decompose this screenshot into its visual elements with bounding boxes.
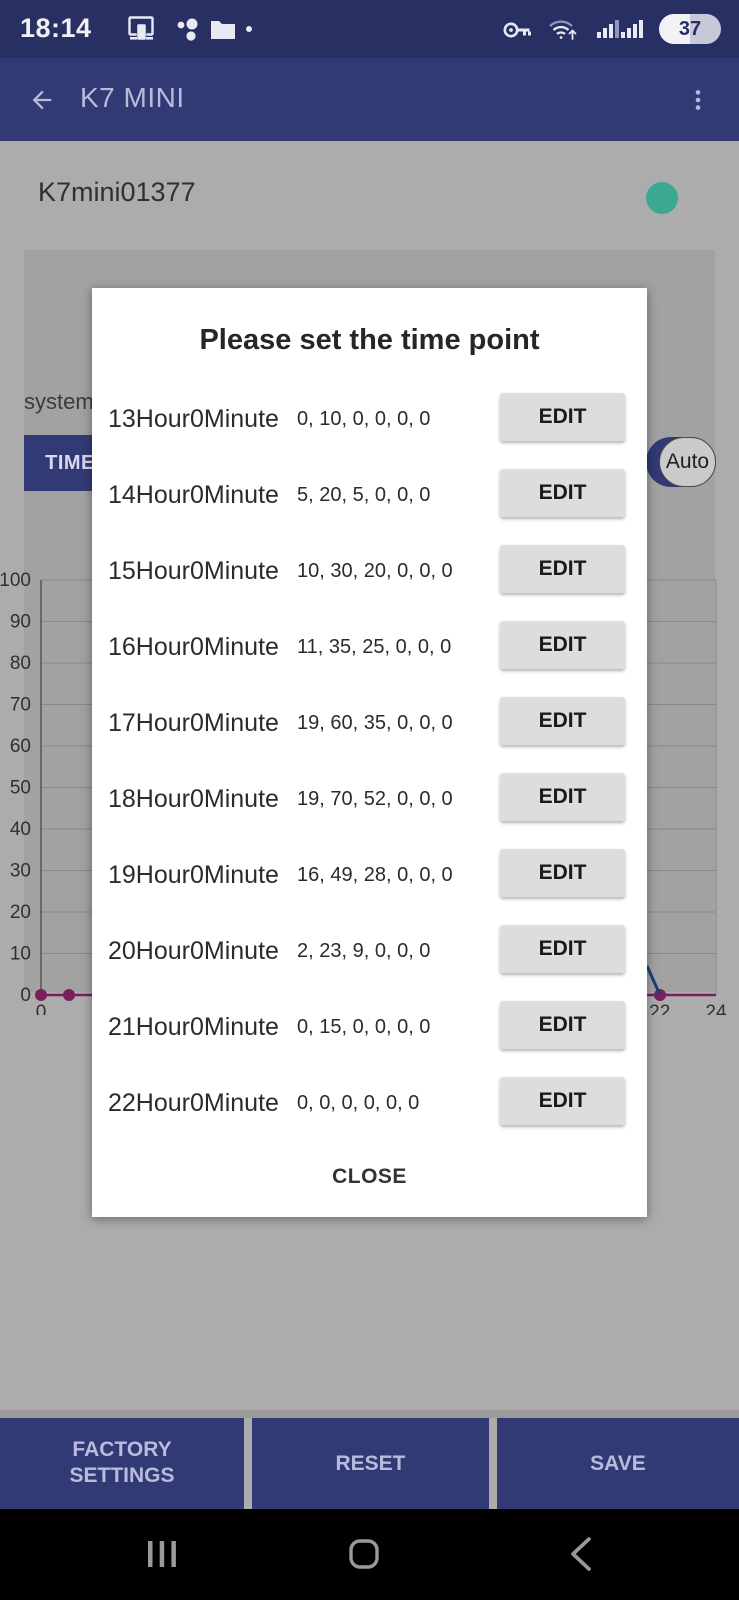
svg-text:0: 0 bbox=[20, 985, 31, 1006]
svg-text:10: 10 bbox=[10, 944, 31, 965]
svg-text:60: 60 bbox=[10, 736, 31, 757]
svg-text:50: 50 bbox=[10, 778, 31, 799]
svg-text:30: 30 bbox=[10, 861, 31, 882]
svg-text:40: 40 bbox=[10, 819, 31, 840]
svg-text:24: 24 bbox=[705, 1002, 727, 1015]
svg-text:22: 22 bbox=[649, 1002, 670, 1015]
svg-text:100: 100 bbox=[0, 570, 31, 591]
svg-text:0: 0 bbox=[36, 1002, 47, 1015]
svg-text:90: 90 bbox=[10, 612, 31, 633]
svg-text:70: 70 bbox=[10, 695, 31, 716]
svg-text:20: 20 bbox=[10, 902, 31, 923]
svg-text:80: 80 bbox=[10, 653, 31, 674]
